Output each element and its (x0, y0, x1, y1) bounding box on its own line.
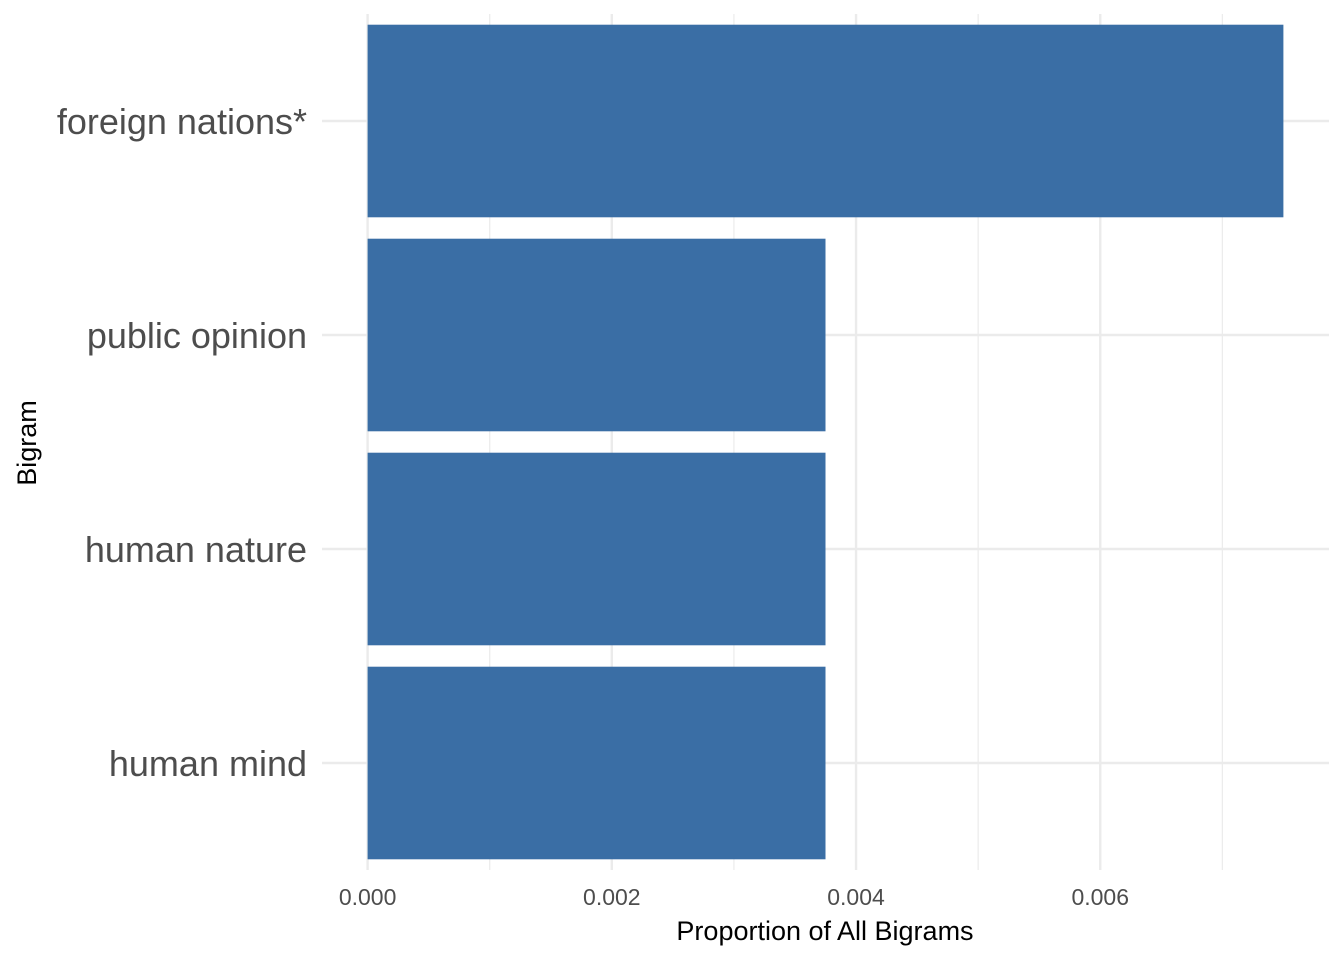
x-tick-label: 0.006 (1071, 884, 1129, 910)
x-axis-title: Proportion of All Bigrams (676, 916, 973, 946)
x-tick-labels: 0.000 0.002 0.004 0.006 (339, 884, 1129, 910)
y-axis-title: Bigram (12, 400, 42, 486)
bar (367, 238, 826, 432)
y-tick-label: human nature (85, 529, 307, 570)
bar (367, 24, 1284, 218)
bars (367, 24, 1284, 860)
y-tick-labels: foreign nations* public opinion human natu… (57, 101, 307, 784)
y-tick-label: human mind (109, 743, 307, 784)
x-tick-label: 0.002 (583, 884, 641, 910)
bar (367, 666, 826, 860)
x-tick-label: 0.004 (827, 884, 885, 910)
x-tick-label: 0.000 (339, 884, 397, 910)
y-tick-label: public opinion (87, 315, 307, 356)
bar (367, 452, 826, 646)
y-tick-label: foreign nations* (57, 101, 307, 142)
